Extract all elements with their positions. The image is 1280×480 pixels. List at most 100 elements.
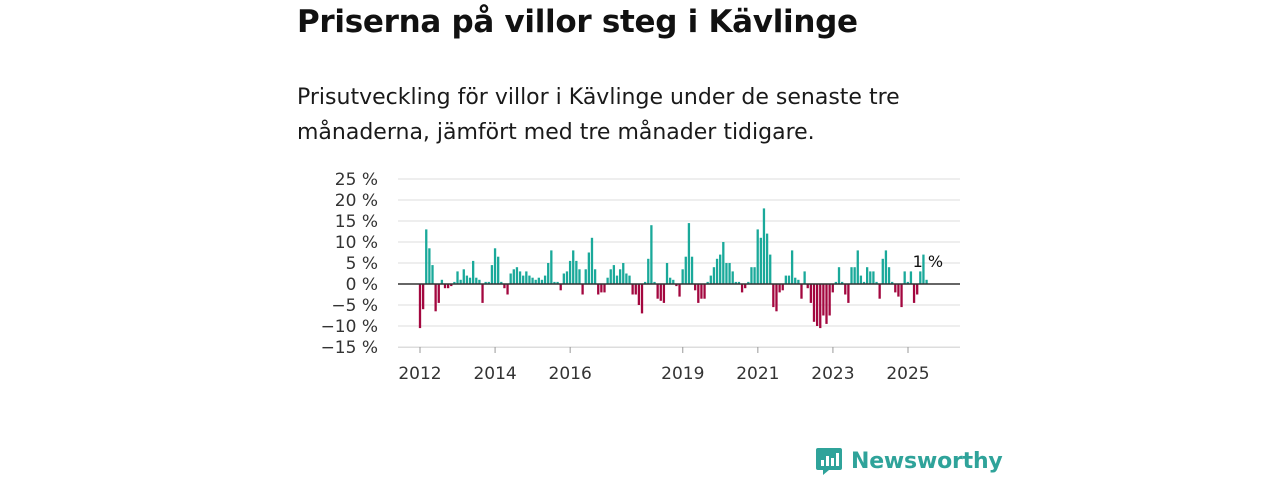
bar xyxy=(878,284,881,299)
bar xyxy=(794,277,797,284)
bar xyxy=(578,269,581,284)
chart-title: Priserna på villor steg i Kävlinge xyxy=(297,4,858,40)
bar xyxy=(903,271,906,284)
bar xyxy=(606,277,609,284)
bar xyxy=(459,279,462,284)
x-tick-label: 2025 xyxy=(886,364,929,384)
bar xyxy=(725,263,728,284)
bar xyxy=(712,267,716,284)
bar xyxy=(547,263,550,284)
bar xyxy=(797,279,800,284)
bar xyxy=(490,265,494,284)
bar xyxy=(431,265,434,284)
bar xyxy=(837,267,841,284)
bar xyxy=(659,284,662,301)
bar xyxy=(775,284,778,312)
bar xyxy=(634,284,637,295)
bar xyxy=(790,250,794,284)
bar xyxy=(565,271,569,284)
bar xyxy=(866,267,869,284)
bar xyxy=(472,260,475,284)
latest-value-label: 1 % xyxy=(913,252,943,271)
bar xyxy=(609,269,612,284)
bar xyxy=(575,260,578,284)
bar xyxy=(556,281,559,284)
bar xyxy=(747,281,750,284)
bar xyxy=(834,281,838,284)
bar xyxy=(450,284,453,287)
bar xyxy=(453,281,456,284)
x-axis: 2012 2014 2016 2019 2021 2023 2025 xyxy=(398,347,960,384)
x-tick-label: 2019 xyxy=(661,364,704,384)
bar xyxy=(462,269,465,284)
bar xyxy=(772,284,775,308)
bar xyxy=(687,223,691,284)
y-tick-label: 10 % xyxy=(335,233,378,253)
bar xyxy=(762,208,766,284)
bar xyxy=(690,256,694,284)
bar-chart: 25 %20 %15 %10 %5 %0 %−5 %−10 %−15 % 201… xyxy=(321,170,960,384)
bar xyxy=(740,284,744,293)
bar xyxy=(418,284,422,329)
bar xyxy=(647,258,650,284)
bar xyxy=(853,267,856,284)
chart-subtitle: Prisutveckling för villor i Kävlinge und… xyxy=(297,85,900,145)
y-tick-label: 15 % xyxy=(335,212,378,232)
bar xyxy=(812,284,816,322)
bars xyxy=(418,208,928,329)
bar xyxy=(456,271,459,284)
bar xyxy=(640,284,644,314)
y-tick-label: 25 % xyxy=(335,170,378,190)
bar xyxy=(562,273,565,284)
bar xyxy=(806,284,809,289)
bar xyxy=(728,263,731,284)
bar xyxy=(784,275,787,284)
bar xyxy=(650,225,653,284)
bar xyxy=(540,279,544,284)
bar xyxy=(847,284,850,303)
bar xyxy=(856,250,859,284)
bar xyxy=(765,233,769,284)
bar xyxy=(478,279,481,284)
bar xyxy=(421,284,425,310)
bar xyxy=(590,237,594,284)
bar xyxy=(506,284,509,295)
bar xyxy=(500,281,503,284)
bar xyxy=(844,284,847,295)
bar xyxy=(622,263,625,284)
bar xyxy=(581,284,584,295)
y-tick-label: −15 % xyxy=(321,338,378,358)
bar xyxy=(534,279,537,284)
bar xyxy=(815,284,819,326)
bar xyxy=(897,284,900,297)
newsworthy-logo[interactable]: Newsworthy xyxy=(815,446,1003,476)
bar xyxy=(509,273,512,284)
bar xyxy=(822,284,825,316)
bar xyxy=(706,281,709,284)
bar xyxy=(559,284,562,291)
bar xyxy=(537,277,540,284)
bar xyxy=(778,284,781,293)
brand-name: Newsworthy xyxy=(851,448,1003,474)
y-axis: 25 %20 %15 %10 %5 %0 %−5 %−10 %−15 % xyxy=(321,170,378,358)
bar xyxy=(678,284,681,297)
grid-lines xyxy=(398,178,960,348)
bar xyxy=(531,277,534,284)
bar xyxy=(709,275,712,284)
bar xyxy=(553,281,556,284)
bar xyxy=(515,267,519,284)
bar xyxy=(891,281,894,284)
bar xyxy=(681,269,684,284)
bar xyxy=(428,248,431,284)
bar xyxy=(731,271,734,284)
bar xyxy=(803,271,806,284)
bar xyxy=(831,284,834,293)
bar xyxy=(568,260,572,284)
bar xyxy=(481,284,484,303)
bar xyxy=(603,284,606,293)
bar xyxy=(694,284,697,291)
x-tick-label: 2021 xyxy=(736,364,779,384)
bar xyxy=(887,267,891,284)
bar xyxy=(869,271,872,284)
bar xyxy=(919,271,922,284)
